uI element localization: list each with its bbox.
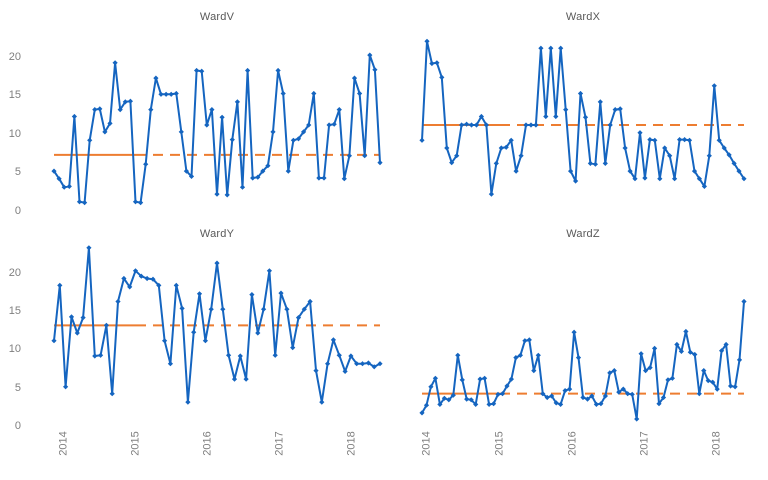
x-tick-label: 2014 (420, 430, 433, 456)
y-tick-label: 15 (8, 89, 21, 102)
y-tick-label: 0 (14, 420, 21, 433)
series-markers-wardz (419, 298, 747, 422)
panel-title-wardz: WardZ (566, 228, 600, 240)
y-tick-label: 5 (14, 166, 21, 179)
x-tick-label: 2017 (638, 430, 651, 456)
y-tick-label: 0 (14, 204, 21, 217)
series-line-wardv (53, 54, 381, 204)
y-tick-label: 5 (14, 381, 21, 394)
x-tick-label: 2016 (201, 430, 214, 456)
y-tick-label: 10 (8, 127, 21, 140)
series-markers-wardx (419, 38, 747, 197)
x-tick-label: 2017 (273, 430, 286, 456)
panel-title-wardx: WardX (565, 11, 601, 23)
x-tick-label: 2018 (345, 430, 358, 456)
y-tick-label: 20 (8, 266, 21, 279)
y-tick-label: 10 (8, 343, 21, 356)
x-tick-label: 2014 (57, 430, 70, 456)
x-tick-label: 2015 (129, 430, 142, 456)
x-tick-label: 2015 (493, 430, 506, 456)
x-tick-label: 2016 (566, 430, 579, 456)
x-tick-label: 2018 (710, 430, 723, 456)
y-tick-label: 20 (8, 50, 21, 63)
panel-title-wardy: WardY (199, 228, 235, 240)
y-tick-label: 15 (8, 305, 21, 317)
panel-title-wardv: WardV (199, 11, 235, 23)
